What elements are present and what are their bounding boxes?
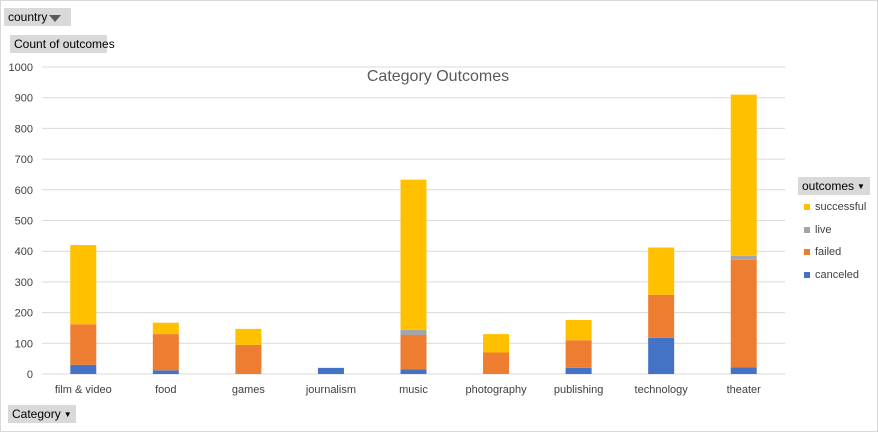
bar-segment-failed xyxy=(483,352,510,374)
category-field-label: Category xyxy=(12,407,61,421)
bar-segment-successful xyxy=(565,319,592,341)
bar-segment-canceled xyxy=(400,369,427,374)
y-tick-label: 900 xyxy=(15,93,33,105)
bar-segment-failed xyxy=(152,334,179,371)
y-tick-label: 200 xyxy=(15,308,33,320)
outcomes-field-label: outcomes xyxy=(802,179,855,193)
outcomes-field-button[interactable]: outcomes ▼ xyxy=(798,177,870,195)
x-tick-label: theater xyxy=(727,384,762,396)
y-tick-label: 100 xyxy=(15,338,33,350)
x-tick-label: film & video xyxy=(55,384,112,396)
bar-segment-successful xyxy=(730,94,757,256)
value-field-label: Count of outcomes xyxy=(14,37,115,51)
x-tick-label: music xyxy=(399,384,428,396)
chart-title: Category Outcomes xyxy=(367,68,509,85)
bar-segment-failed xyxy=(400,335,427,370)
legend-swatch xyxy=(804,249,810,256)
bar-segment-canceled xyxy=(70,364,97,374)
legend-item-successful: successful xyxy=(804,196,866,219)
bar-segment-live xyxy=(730,255,757,260)
x-tick-label: publishing xyxy=(554,384,604,396)
country-filter-label: country xyxy=(8,10,48,24)
y-tick-label: 400 xyxy=(15,246,33,258)
y-tick-label: 500 xyxy=(15,216,33,228)
bar-segment-failed xyxy=(565,340,592,368)
bar-segment-canceled xyxy=(730,367,757,374)
bar-segment-successful xyxy=(648,247,675,295)
dropdown-arrow-icon: ▼ xyxy=(857,182,865,191)
y-tick-label: 800 xyxy=(15,123,33,135)
bar-segment-successful xyxy=(70,245,97,325)
dropdown-arrow-icon: ▼ xyxy=(63,410,72,419)
bar-segment-live xyxy=(400,329,427,336)
bar-segment-successful xyxy=(483,334,510,353)
legend-swatch xyxy=(804,204,810,211)
bar-segment-canceled xyxy=(152,370,179,374)
legend-label: successful xyxy=(815,201,867,214)
bar-segment-successful xyxy=(400,179,427,330)
x-tick-label: journalism xyxy=(305,384,356,396)
y-tick-label: 700 xyxy=(15,154,33,166)
category-field-button[interactable]: Category ▼ xyxy=(8,405,76,423)
x-tick-label: photography xyxy=(465,384,527,396)
x-tick-label: games xyxy=(232,384,266,396)
y-tick-label: 0 xyxy=(27,369,33,381)
bar-segment-failed xyxy=(730,259,757,368)
value-field-button[interactable]: Count of outcomes xyxy=(10,35,115,53)
chart-legend: successful live failed canceled xyxy=(804,196,866,286)
legend-label: failed xyxy=(815,246,842,259)
y-tick-label: 1000 xyxy=(9,62,33,74)
legend-item-failed: failed xyxy=(804,241,866,264)
legend-label: canceled xyxy=(815,268,860,281)
bar-segment-successful xyxy=(152,322,179,335)
bar-segment-canceled xyxy=(565,367,592,374)
bar-segment-failed xyxy=(648,294,675,338)
legend-label: live xyxy=(815,223,832,236)
bar-segment-canceled xyxy=(317,367,344,374)
legend-item-canceled: canceled xyxy=(804,264,866,287)
x-tick-label: food xyxy=(155,384,176,396)
legend-swatch xyxy=(804,226,810,233)
bar-segment-failed xyxy=(235,344,262,374)
bar-segment-canceled xyxy=(648,337,675,374)
y-tick-label: 300 xyxy=(15,277,33,289)
legend-item-live: live xyxy=(804,219,866,242)
x-tick-label: technology xyxy=(635,384,689,396)
bar-segment-successful xyxy=(235,328,262,345)
legend-swatch xyxy=(804,271,810,278)
bar-segment-failed xyxy=(70,324,97,365)
country-filter-button[interactable]: country xyxy=(4,8,71,26)
y-tick-label: 600 xyxy=(15,185,33,197)
filter-funnel-icon xyxy=(49,15,62,22)
